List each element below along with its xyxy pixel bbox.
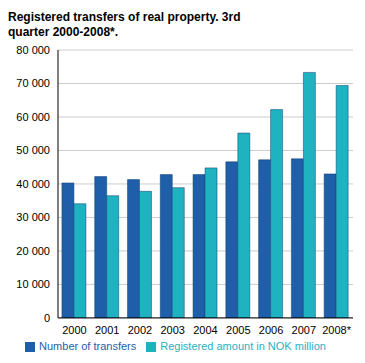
- svg-text:30 000: 30 000: [16, 211, 50, 223]
- svg-text:2003: 2003: [160, 324, 184, 336]
- svg-text:40 000: 40 000: [16, 178, 50, 190]
- svg-text:2004: 2004: [193, 324, 217, 336]
- svg-text:2002: 2002: [128, 324, 152, 336]
- svg-text:50 000: 50 000: [16, 144, 50, 156]
- html-text:Registered transfers of real p: Registered transfers of real property. 3…: [8, 10, 241, 39]
- svg-text:2008*: 2008*: [322, 324, 351, 336]
- svg-text:70 000: 70 000: [16, 77, 50, 89]
- html-text:Number of transfers: Number of transfers: [39, 339, 137, 352]
- svg-text:2007: 2007: [292, 324, 316, 336]
- svg-text:2005: 2005: [226, 324, 250, 336]
- svg-text:2000: 2000: [62, 324, 86, 336]
- svg-text:10 000: 10 000: [16, 278, 50, 290]
- html-text:Registered amount in NOK milli: Registered amount in NOK million: [160, 339, 326, 352]
- svg-text:2006: 2006: [259, 324, 283, 336]
- svg-text:0: 0: [44, 312, 50, 324]
- svg-text:2001: 2001: [95, 324, 119, 336]
- svg-text:60 000: 60 000: [16, 111, 50, 123]
- svg-text:80 000: 80 000: [16, 44, 50, 56]
- svg-text:20 000: 20 000: [16, 245, 50, 257]
